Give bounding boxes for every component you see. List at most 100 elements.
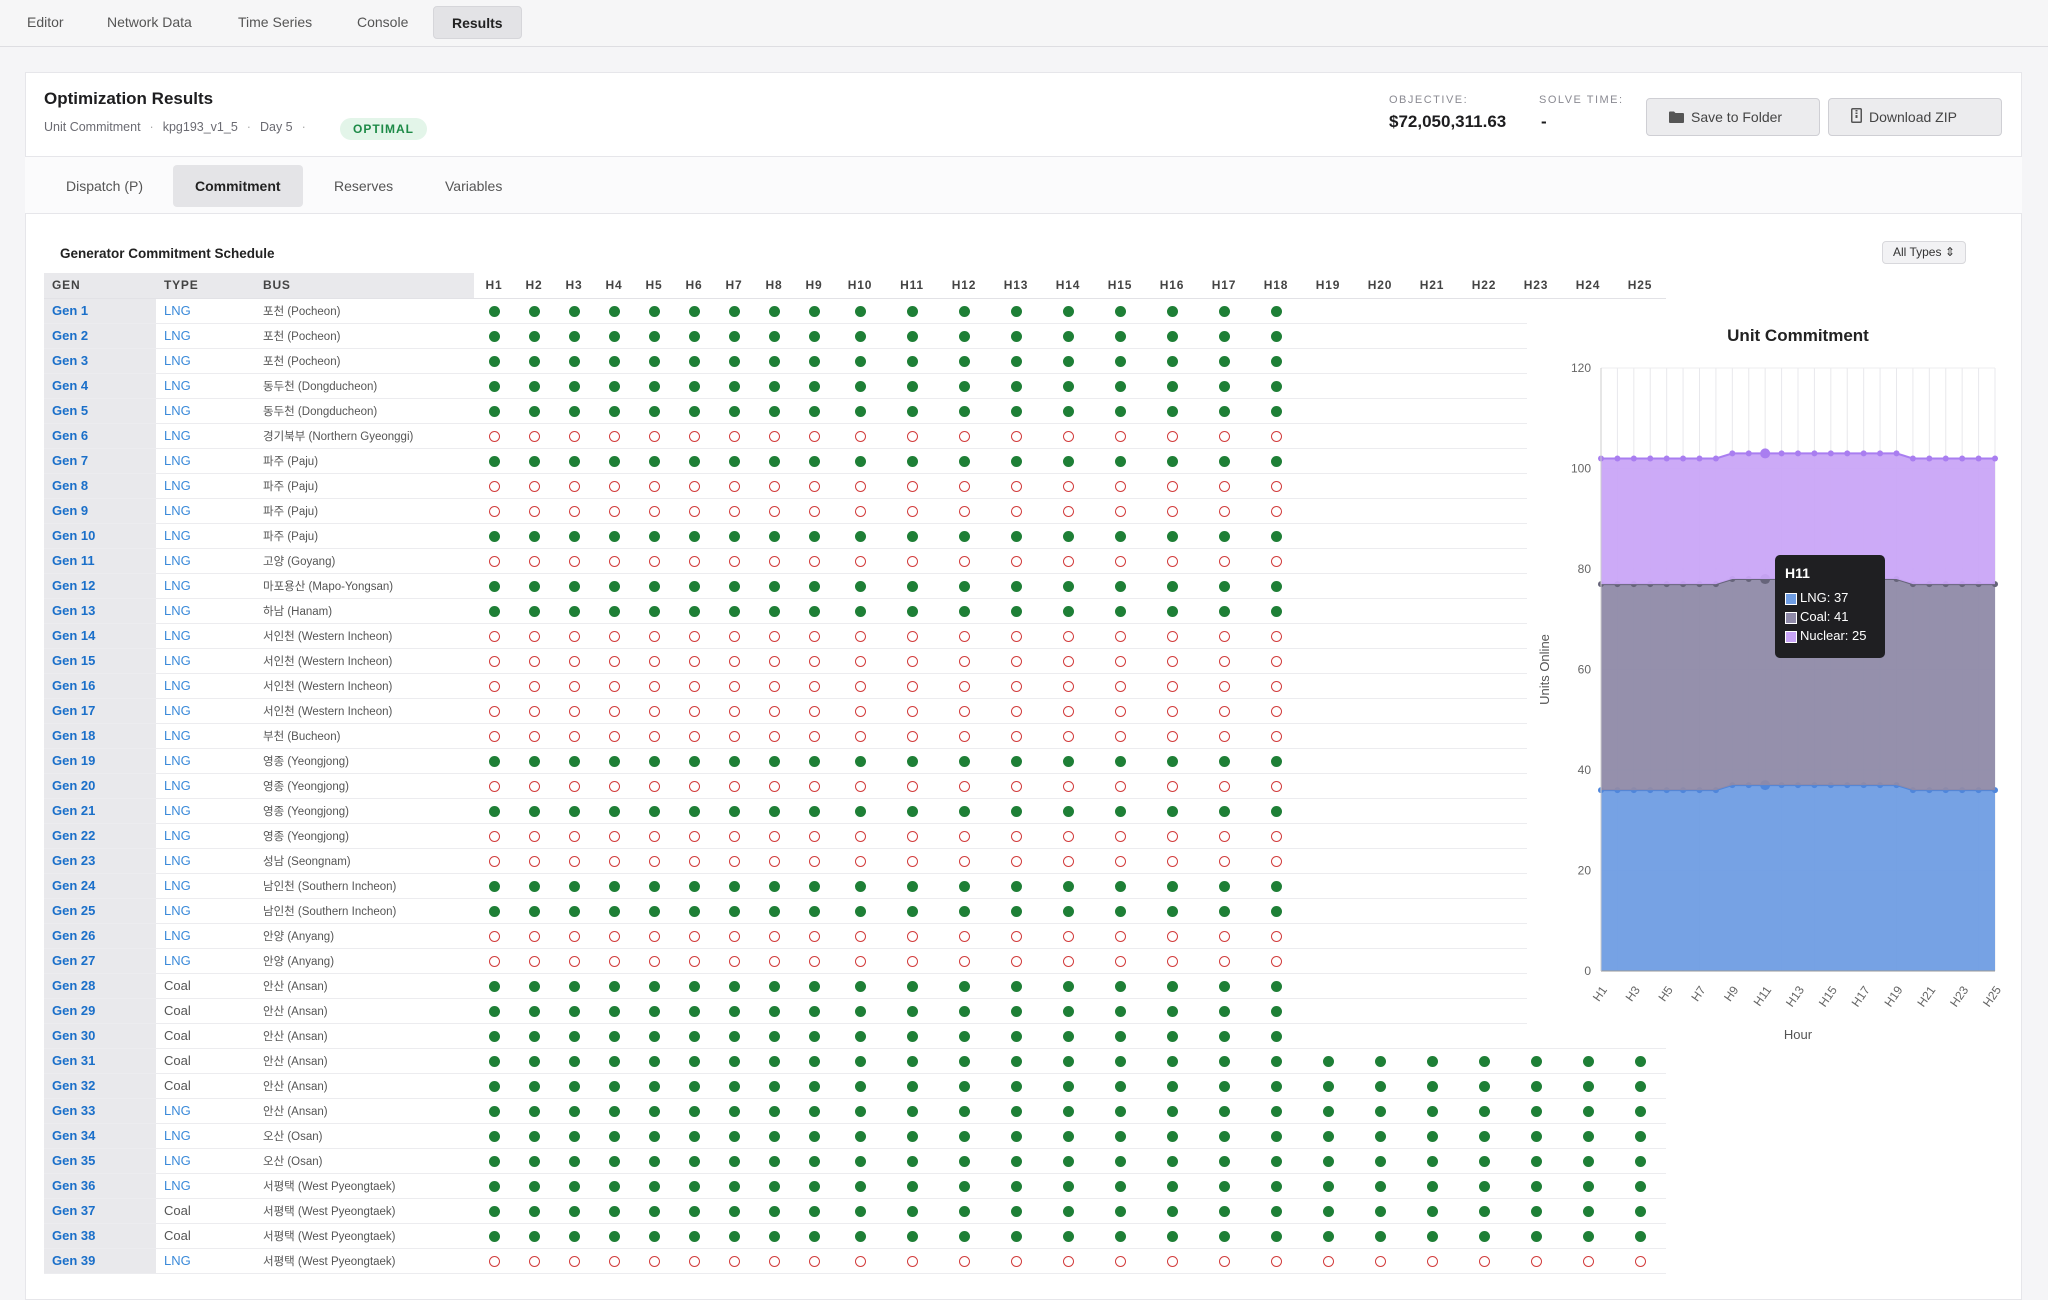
generator-link[interactable]: Gen 15 <box>44 648 156 674</box>
generator-link[interactable]: Gen 28 <box>44 973 156 999</box>
commitment-cell <box>938 873 990 899</box>
committed-dot-icon <box>728 980 740 992</box>
committed-dot-icon <box>906 1080 918 1092</box>
commitment-cell <box>1250 1173 1302 1199</box>
commitment-cell <box>1042 873 1094 899</box>
commitment-cell <box>1146 1198 1198 1224</box>
tab-results[interactable]: Results <box>433 6 522 39</box>
commitment-cell <box>834 948 886 974</box>
committed-dot-icon <box>906 1230 918 1242</box>
generator-link[interactable]: Gen 12 <box>44 573 156 599</box>
generator-link[interactable]: Gen 3 <box>44 348 156 374</box>
commitment-cell <box>474 448 514 474</box>
offline-dot-icon <box>528 655 540 667</box>
tab-time-series[interactable]: Time Series <box>238 14 313 30</box>
generator-link[interactable]: Gen 11 <box>44 548 156 574</box>
commitment-cell <box>834 998 886 1024</box>
committed-dot-icon <box>1218 880 1230 892</box>
commitment-cell <box>886 998 938 1024</box>
generator-link[interactable]: Gen 17 <box>44 698 156 724</box>
commitment-cell <box>1198 1048 1250 1074</box>
commitment-cell <box>1354 1098 1406 1124</box>
generator-link[interactable]: Gen 23 <box>44 848 156 874</box>
generator-link[interactable]: Gen 31 <box>44 1048 156 1074</box>
generator-link[interactable]: Gen 13 <box>44 598 156 624</box>
committed-dot-icon <box>528 805 540 817</box>
subtab-variables[interactable]: Variables <box>445 178 503 194</box>
generator-link[interactable]: Gen 5 <box>44 398 156 424</box>
commitment-cell <box>938 1173 990 1199</box>
generator-link[interactable]: Gen 19 <box>44 748 156 774</box>
commitment-cell <box>1354 973 1406 999</box>
commitment-cell <box>514 1098 554 1124</box>
commitment-cell <box>794 1048 834 1074</box>
offline-dot-icon <box>768 705 780 717</box>
commitment-cell <box>674 598 714 624</box>
committed-dot-icon <box>1322 1055 1334 1067</box>
tab-network-data[interactable]: Network Data <box>107 14 192 30</box>
generator-link[interactable]: Gen 32 <box>44 1073 156 1099</box>
subtab-commitment[interactable]: Commitment <box>173 165 303 207</box>
generator-link[interactable]: Gen 26 <box>44 923 156 949</box>
generator-link[interactable]: Gen 7 <box>44 448 156 474</box>
generator-link[interactable]: Gen 35 <box>44 1148 156 1174</box>
generator-link[interactable]: Gen 21 <box>44 798 156 824</box>
generator-link[interactable]: Gen 18 <box>44 723 156 749</box>
generator-link[interactable]: Gen 25 <box>44 898 156 924</box>
generator-link[interactable]: Gen 8 <box>44 473 156 499</box>
commitment-cell <box>990 1023 1042 1049</box>
generator-link[interactable]: Gen 30 <box>44 1023 156 1049</box>
generator-link[interactable]: Gen 9 <box>44 498 156 524</box>
subtab-dispatch[interactable]: Dispatch (P) <box>66 178 144 194</box>
commitment-cell <box>554 923 594 949</box>
generator-link[interactable]: Gen 37 <box>44 1198 156 1224</box>
x-tick-label: H7 <box>1688 983 1708 1004</box>
generator-link[interactable]: Gen 24 <box>44 873 156 899</box>
generator-bus: 동두천 (Dongducheon) <box>255 373 474 399</box>
generator-link[interactable]: Gen 6 <box>44 423 156 449</box>
generator-link[interactable]: Gen 16 <box>44 673 156 699</box>
tab-editor[interactable]: Editor <box>27 14 64 30</box>
offline-dot-icon <box>608 955 620 967</box>
committed-dot-icon <box>688 1055 700 1067</box>
save-to-folder-button[interactable]: Save to Folder <box>1646 98 1820 136</box>
commitment-cell <box>1094 1073 1146 1099</box>
generator-link[interactable]: Gen 39 <box>44 1248 156 1274</box>
download-zip-button[interactable]: Download ZIP <box>1828 98 2002 136</box>
generator-type: LNG <box>156 748 255 774</box>
commitment-cell <box>886 848 938 874</box>
generator-link[interactable]: Gen 33 <box>44 1098 156 1124</box>
generator-link[interactable]: Gen 34 <box>44 1123 156 1149</box>
type-filter-select[interactable]: All Types ⇕ <box>1882 241 1966 264</box>
generator-link[interactable]: Gen 20 <box>44 773 156 799</box>
tab-console[interactable]: Console <box>357 14 409 30</box>
commitment-cell <box>886 798 938 824</box>
committed-dot-icon <box>648 1080 660 1092</box>
commitment-cell <box>1406 498 1458 524</box>
generator-link[interactable]: Gen 27 <box>44 948 156 974</box>
generator-link[interactable]: Gen 10 <box>44 523 156 549</box>
generator-link[interactable]: Gen 2 <box>44 323 156 349</box>
generator-link[interactable]: Gen 1 <box>44 298 156 324</box>
commitment-cell <box>634 323 674 349</box>
commitment-cell <box>1250 748 1302 774</box>
x-tick-label: H5 <box>1655 983 1675 1004</box>
committed-dot-icon <box>688 1005 700 1017</box>
committed-dot-icon <box>1270 330 1282 342</box>
generator-link[interactable]: Gen 4 <box>44 373 156 399</box>
generator-link[interactable]: Gen 22 <box>44 823 156 849</box>
committed-dot-icon <box>648 605 660 617</box>
commitment-cell <box>754 823 794 849</box>
generator-link[interactable]: Gen 36 <box>44 1173 156 1199</box>
committed-dot-icon <box>1322 1105 1334 1117</box>
generator-link[interactable]: Gen 29 <box>44 998 156 1024</box>
x-tick-label: H13 <box>1783 983 1807 1009</box>
commitment-cell <box>1094 873 1146 899</box>
committed-dot-icon <box>488 305 500 317</box>
data-point-nuclear <box>1663 455 1670 462</box>
subtab-reserves[interactable]: Reserves <box>334 178 394 194</box>
commitment-cell <box>1354 1148 1406 1174</box>
generator-link[interactable]: Gen 14 <box>44 623 156 649</box>
col-header-hour: H5 <box>634 273 674 299</box>
generator-link[interactable]: Gen 38 <box>44 1223 156 1249</box>
